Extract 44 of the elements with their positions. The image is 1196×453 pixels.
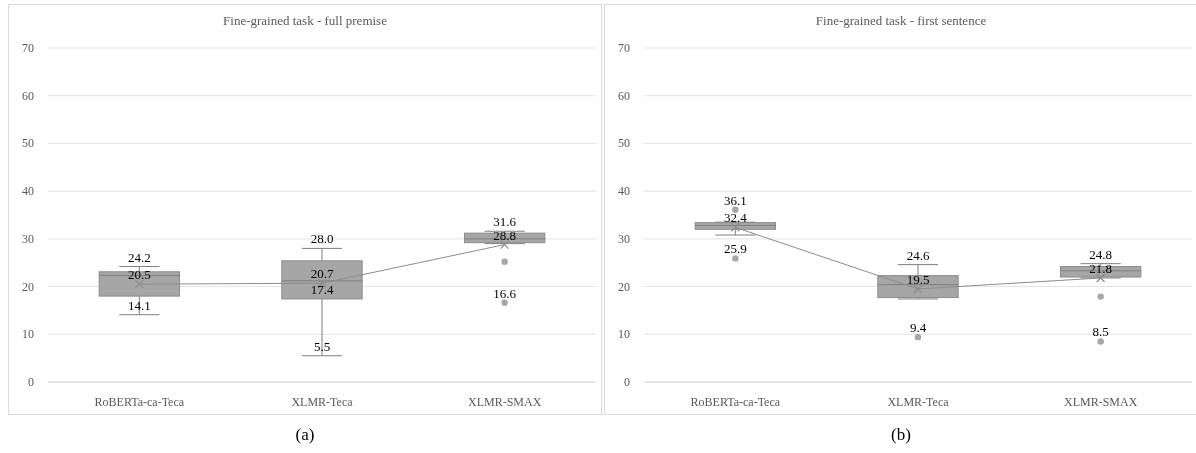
y-tick-label: 50: [22, 136, 34, 151]
x-tick-label: XLMR-Teca: [887, 395, 950, 409]
y-tick-label: 70: [22, 41, 34, 55]
x-tick-label: XLMR-SMAX: [1063, 395, 1138, 409]
text: (a): [295, 425, 315, 444]
y-tick-label: 40: [618, 184, 630, 199]
y-tick-label: 0: [624, 375, 630, 389]
y-tick-label: 20: [22, 279, 34, 294]
annotation: 36.1: [723, 192, 747, 208]
annotation: 14.1: [127, 297, 151, 313]
y-tick-label: 10: [618, 327, 630, 342]
y-tick-label: 50: [618, 136, 630, 151]
annotation: 5.5: [313, 338, 331, 354]
x-tick-label: RoBERTa-ca-Teca: [94, 395, 185, 409]
annotation: 25.9: [723, 241, 747, 257]
y-tick-label: 10: [22, 327, 34, 342]
x-tick-label: XLMR-SMAX: [467, 395, 542, 409]
annotation: 28.0: [310, 231, 334, 247]
annotation: 28.8: [493, 227, 517, 243]
chart-title: Fine-grained task - first sentence: [815, 13, 987, 28]
y-tick-label: 0: [28, 375, 34, 389]
annotation: 32.4: [723, 210, 748, 226]
annotation: 8.5: [1092, 324, 1109, 340]
x-tick-label: RoBERTa-ca-Teca: [690, 395, 781, 409]
y-tick-label: 20: [618, 279, 630, 294]
annotation: 17.4: [310, 281, 334, 297]
y-tick-label: 60: [22, 88, 34, 103]
annotation: 20.5: [127, 267, 151, 283]
x-tick-label: XLMR-Teca: [291, 395, 354, 409]
annotation: 19.5: [906, 271, 930, 287]
annotation: 24.2: [127, 249, 151, 265]
annotation: 24.8: [1089, 246, 1113, 262]
text: (b): [891, 425, 911, 444]
annotation: 16.6: [493, 285, 517, 301]
annotation: 20.7: [310, 266, 334, 282]
y-tick-label: 70: [618, 41, 630, 55]
y-tick-label: 40: [22, 184, 34, 199]
chart-title: Fine-grained task - full premise: [223, 13, 388, 28]
y-tick-label: 30: [618, 231, 630, 246]
annotation: 24.6: [906, 247, 930, 263]
y-tick-label: 60: [618, 88, 630, 103]
y-tick-label: 30: [22, 231, 34, 246]
annotation: 31.6: [493, 214, 517, 230]
annotation: 9.4: [909, 320, 927, 336]
